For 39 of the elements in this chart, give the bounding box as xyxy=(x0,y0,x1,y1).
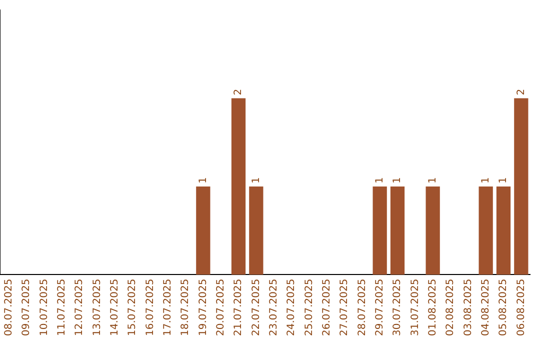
x-tick-label: 12.07.2025 xyxy=(74,278,86,336)
x-tick-label: 09.07.2025 xyxy=(21,278,32,336)
data-label: 2 xyxy=(233,88,244,96)
x-tick-label: 06.08.2025 xyxy=(516,278,527,336)
x-tick-label: 11.07.2025 xyxy=(56,278,68,336)
x-tick-label: 08.07.2025 xyxy=(3,278,14,336)
x-tick-label: 16.07.2025 xyxy=(144,278,156,336)
x-tick-label: 24.07.2025 xyxy=(286,278,298,336)
x-tick-label: 04.08.2025 xyxy=(480,278,492,336)
data-label: 1 xyxy=(427,177,438,184)
x-tick-label: 22.07.2025 xyxy=(250,278,262,336)
x-tick-label: 18.07.2025 xyxy=(180,278,192,336)
x-tick-label: 23.07.2025 xyxy=(268,278,280,336)
x-tick-label: 10.07.2025 xyxy=(38,278,50,336)
x-tick-label: 15.07.2025 xyxy=(127,278,138,336)
x-tick-label: 01.08.2025 xyxy=(427,278,438,336)
x-tick-label: 14.07.2025 xyxy=(109,278,120,336)
data-label: 1 xyxy=(480,177,492,184)
x-tick-label: 17.07.2025 xyxy=(162,278,174,336)
data-label: 1 xyxy=(498,177,510,184)
x-tick-label: 31.07.2025 xyxy=(410,278,421,336)
x-tick-label: 26.07.2025 xyxy=(321,278,332,336)
x-tick-label: 27.07.2025 xyxy=(339,278,350,336)
x-tick-label: 29.07.2025 xyxy=(374,278,386,336)
x-tick-label: 30.07.2025 xyxy=(392,278,404,336)
x-tick-label: 28.07.2025 xyxy=(356,278,368,336)
data-label: 1 xyxy=(198,177,209,184)
x-tick-label: 20.07.2025 xyxy=(215,278,226,336)
data-label: 1 xyxy=(250,177,262,184)
x-tick-label: 19.07.2025 xyxy=(198,278,209,336)
x-tick-label: 13.07.2025 xyxy=(92,278,103,336)
x-tick-label: 21.07.2025 xyxy=(233,278,244,336)
x-tick-label: 02.08.2025 xyxy=(445,278,456,336)
x-tick-label: 03.08.2025 xyxy=(462,278,474,336)
data-label: 1 xyxy=(374,177,386,184)
data-label: 2 xyxy=(516,88,527,96)
x-tick-label: 05.08.2025 xyxy=(498,278,510,336)
x-tick-label: 25.07.2025 xyxy=(304,278,315,336)
data-label: 1 xyxy=(392,177,404,184)
